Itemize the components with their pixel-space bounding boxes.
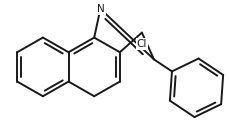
Text: Cl: Cl <box>136 40 147 50</box>
Text: N: N <box>96 4 104 14</box>
